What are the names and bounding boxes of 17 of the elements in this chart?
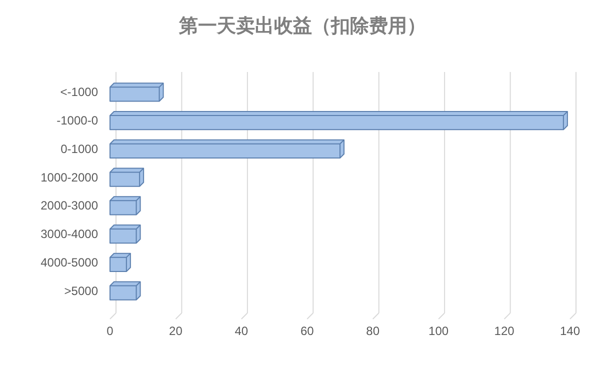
x-tick-label: 80 (366, 324, 380, 338)
y-tick-label: -1000-0 (56, 114, 98, 128)
y-tick-label: 1000-2000 (40, 170, 98, 184)
y-tick-label: <-1000 (60, 85, 98, 100)
x-tick-label: 40 (234, 324, 248, 338)
x-tick-label: 0 (106, 324, 114, 338)
x-tick-label: 120 (494, 324, 515, 338)
x-tick-label: 100 (428, 324, 449, 338)
y-tick-label: >5000 (64, 284, 98, 298)
chart-title: 第一天卖出收益（扣除费用） (178, 15, 426, 37)
x-tick-label: 60 (300, 324, 314, 338)
y-tick-label: 4000-5000 (40, 255, 98, 270)
y-tick-label: 3000-4000 (40, 227, 98, 242)
x-tick-label: 140 (560, 324, 580, 338)
x-tick-label: 20 (169, 324, 183, 338)
y-tick-label: 2000-3000 (40, 198, 98, 213)
y-tick-label: 0-1000 (60, 142, 98, 156)
